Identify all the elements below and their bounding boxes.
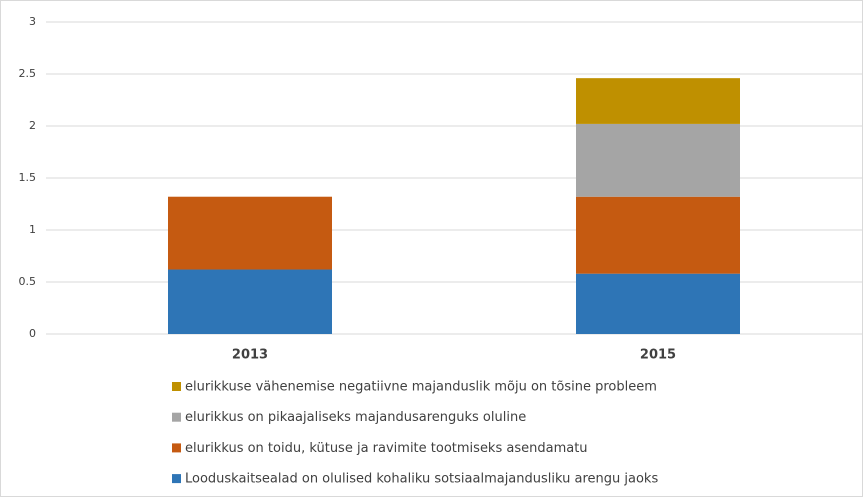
legend-label: elurikkuse vähenemise negatiivne majandu… bbox=[185, 380, 657, 395]
legend-swatch bbox=[172, 412, 181, 422]
bar-segment bbox=[576, 273, 740, 334]
bar-segment bbox=[576, 78, 740, 124]
legend-swatch bbox=[172, 382, 181, 391]
x-tick-label: 2013 bbox=[232, 348, 268, 363]
bar-segment bbox=[168, 196, 332, 270]
y-tick-label: 0.5 bbox=[19, 275, 37, 288]
x-tick-label: 2015 bbox=[640, 348, 676, 363]
bar-segment bbox=[576, 123, 740, 197]
y-tick-label: 0 bbox=[29, 327, 36, 340]
legend-label: Looduskaitsealad on olulised kohaliku so… bbox=[185, 472, 658, 487]
bar-segment bbox=[168, 269, 332, 334]
bar-segment bbox=[576, 196, 740, 274]
y-tick-label: 2 bbox=[29, 119, 36, 132]
y-tick-label: 1 bbox=[29, 223, 36, 236]
y-tick-label: 3 bbox=[29, 15, 36, 28]
y-tick-label: 1.5 bbox=[19, 171, 37, 184]
legend-label: elurikkus on toidu, kütuse ja ravimite t… bbox=[185, 441, 588, 456]
legend-swatch bbox=[172, 474, 181, 484]
legend-label: elurikkus on pikaajaliseks majandusareng… bbox=[185, 410, 526, 425]
y-tick-label: 2.5 bbox=[19, 67, 37, 80]
legend-swatch bbox=[172, 443, 181, 453]
